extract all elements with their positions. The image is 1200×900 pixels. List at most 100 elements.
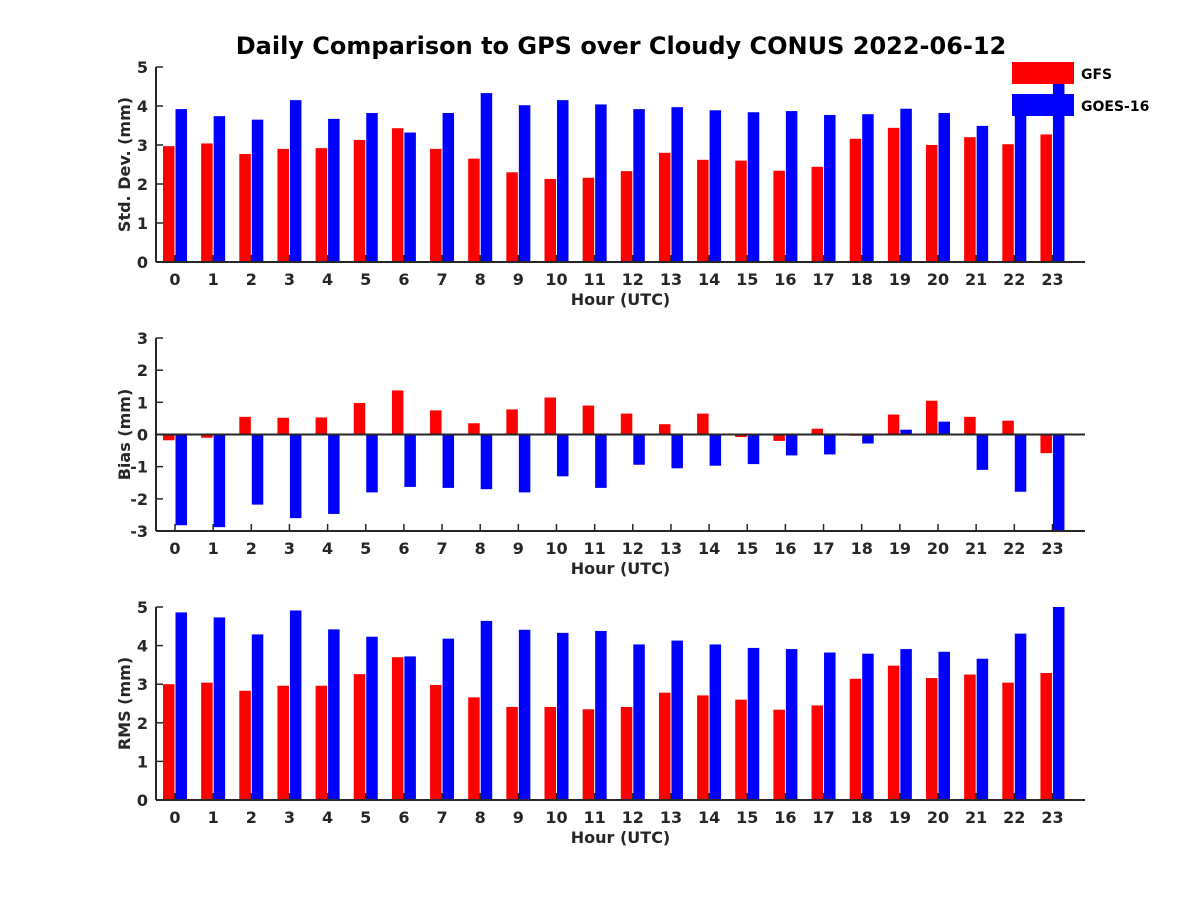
y-tick-label: 0 (137, 791, 148, 810)
x-tick-label: 4 (322, 270, 333, 289)
bar-gfs-hour-23 (1040, 673, 1052, 800)
y-axis-label: RMS (mm) (115, 657, 134, 750)
x-tick-label: 6 (398, 539, 409, 558)
x-tick-label: 9 (513, 539, 524, 558)
x-tick-label: 5 (360, 539, 371, 558)
x-tick-label: 21 (965, 539, 987, 558)
bar-goes-16-hour-23 (1052, 434, 1065, 531)
x-tick-label: 14 (698, 270, 720, 289)
bar-goes-16-hour-11 (595, 434, 607, 488)
y-axis-label: Std. Dev. (mm) (115, 97, 134, 232)
bar-goes-16-hour-4 (328, 629, 340, 800)
bar-gfs-hour-14 (697, 159, 709, 262)
x-tick-label: 3 (284, 808, 295, 827)
bar-gfs-hour-19 (887, 665, 900, 800)
bar-gfs-hour-18 (849, 138, 862, 262)
bar-goes-16-hour-16 (785, 111, 798, 262)
bar-gfs-hour-9 (506, 706, 518, 800)
bar-gfs-hour-1 (201, 682, 213, 800)
x-tick-label: 9 (513, 270, 524, 289)
x-tick-label: 1 (208, 270, 219, 289)
bar-gfs-hour-6 (391, 657, 404, 800)
bar-goes-16-hour-5 (366, 636, 378, 800)
bar-goes-16-hour-16 (785, 649, 798, 800)
x-tick-label: 6 (398, 808, 409, 827)
bar-gfs-hour-12 (620, 171, 633, 262)
x-axis-label: Hour (UTC) (571, 828, 671, 847)
bar-gfs-hour-11 (582, 177, 595, 262)
x-tick-label: 14 (698, 808, 720, 827)
x-tick-label: 7 (436, 270, 447, 289)
bar-goes-16-hour-23 (1052, 607, 1065, 800)
bar-gfs-hour-23 (1040, 134, 1052, 262)
bar-gfs-hour-23 (1040, 434, 1052, 454)
bar-gfs-hour-7 (430, 410, 442, 435)
y-tick-label: 0 (137, 253, 148, 272)
bar-goes-16-hour-6 (404, 132, 416, 262)
x-tick-label: 19 (889, 808, 911, 827)
bar-gfs-hour-3 (277, 685, 289, 800)
bar-goes-16-hour-1 (213, 434, 226, 528)
x-tick-label: 7 (436, 539, 447, 558)
bar-gfs-hour-15 (735, 699, 747, 800)
y-tick-label: 3 (137, 136, 148, 155)
bar-goes-16-hour-20 (938, 113, 950, 263)
bar-goes-16-hour-12 (633, 109, 645, 263)
x-tick-label: 23 (1041, 808, 1063, 827)
x-tick-label: 0 (169, 270, 180, 289)
bar-gfs-hour-12 (620, 413, 633, 435)
bar-gfs-hour-15 (735, 160, 747, 262)
x-tick-label: 21 (965, 270, 987, 289)
bar-goes-16-hour-1 (213, 116, 226, 262)
y-tick-label: 1 (137, 214, 148, 233)
x-tick-label: 1 (208, 539, 219, 558)
x-tick-label: 23 (1041, 539, 1063, 558)
bar-goes-16-hour-14 (709, 110, 722, 262)
bar-gfs-hour-4 (315, 417, 328, 435)
bar-goes-16-hour-6 (404, 656, 416, 800)
bar-goes-16-hour-14 (709, 434, 722, 466)
y-tick-label: 3 (137, 329, 148, 348)
x-tick-label: 17 (812, 270, 834, 289)
x-tick-label: 5 (360, 270, 371, 289)
y-tick-label: 2 (137, 714, 148, 733)
bar-goes-16-hour-17 (824, 114, 836, 262)
x-tick-label: 21 (965, 808, 987, 827)
bar-goes-16-hour-22 (1014, 633, 1027, 800)
bar-goes-16-hour-23 (1052, 82, 1065, 262)
bar-gfs-hour-6 (391, 390, 404, 435)
x-tick-label: 22 (1003, 808, 1025, 827)
bar-goes-16-hour-19 (900, 649, 912, 800)
bar-gfs-hour-21 (964, 674, 976, 800)
bar-goes-16-hour-13 (671, 434, 683, 469)
x-tick-label: 7 (436, 808, 447, 827)
bar-goes-16-hour-21 (976, 658, 989, 800)
bar-goes-16-hour-15 (747, 647, 760, 800)
bar-goes-16-hour-18 (862, 434, 874, 444)
bar-gfs-hour-7 (430, 148, 442, 262)
x-tick-label: 11 (584, 539, 606, 558)
x-tick-label: 18 (851, 808, 873, 827)
y-tick-label: 5 (137, 58, 148, 77)
x-tick-label: 2 (246, 539, 257, 558)
x-tick-label: 0 (169, 808, 180, 827)
bar-gfs-hour-5 (353, 674, 366, 800)
x-tick-label: 16 (774, 270, 796, 289)
x-tick-label: 10 (545, 808, 567, 827)
y-tick-label: 1 (137, 393, 148, 412)
bar-gfs-hour-8 (468, 158, 480, 262)
bar-gfs-hour-0 (163, 434, 175, 441)
x-tick-label: 22 (1003, 539, 1025, 558)
bar-goes-16-hour-16 (785, 434, 798, 456)
bar-goes-16-hour-8 (480, 620, 493, 800)
x-tick-label: 10 (545, 270, 567, 289)
legend-swatch-goes-16 (1012, 94, 1074, 116)
bar-gfs-hour-0 (163, 684, 175, 800)
bar-gfs-hour-22 (1002, 144, 1014, 262)
x-tick-label: 16 (774, 808, 796, 827)
bar-gfs-hour-15 (735, 434, 747, 438)
x-tick-label: 4 (322, 539, 333, 558)
bar-goes-16-hour-10 (557, 434, 569, 477)
